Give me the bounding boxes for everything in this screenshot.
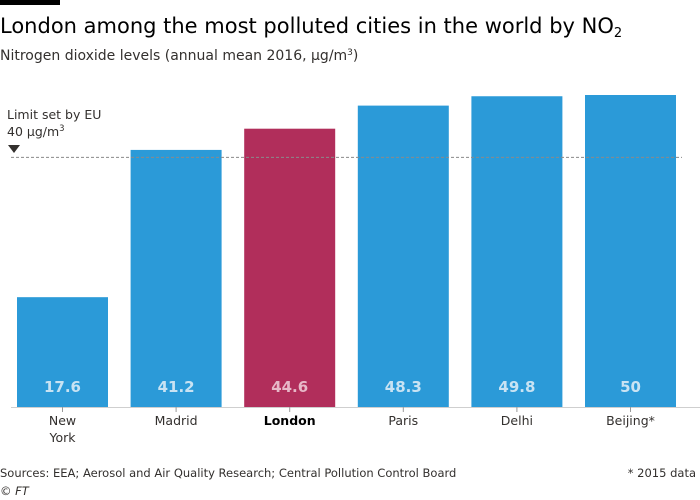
sources-note: Sources: EEA; Aerosol and Air Quality Re… (0, 466, 457, 480)
x-tick-label-5: Beijing* (606, 413, 655, 428)
data-label-1: 41.2 (158, 378, 195, 396)
top-rule (0, 0, 60, 5)
x-tick-label-4: Delhi (501, 413, 533, 428)
data-label-2: 44.6 (271, 378, 308, 396)
eu-limit-value-label: 40 µg/m3 (7, 124, 65, 139)
bar-2 (244, 128, 336, 408)
eu-limit-marker-icon (8, 145, 20, 153)
chart-title: London among the most polluted cities in… (0, 14, 623, 41)
data-year-note: * 2015 data (627, 466, 696, 480)
data-label-3: 48.3 (385, 378, 422, 396)
eu-limit-label: Limit set by EU (7, 107, 101, 122)
bar-5 (585, 95, 676, 407)
x-tick-label-0: New York (48, 413, 76, 445)
bar-1 (130, 149, 222, 408)
x-tick-label-1: Madrid (155, 413, 198, 428)
bar-3 (357, 105, 449, 407)
x-tick-label-2: London (264, 413, 316, 428)
data-label-0: 17.6 (44, 378, 81, 396)
bar-0 (17, 297, 108, 407)
ft-credit: © FT (0, 484, 29, 498)
chart-subtitle: Nitrogen dioxide levels (annual mean 201… (0, 48, 359, 64)
data-label-5: 50 (620, 378, 641, 396)
x-tick-label-3: Paris (388, 413, 418, 428)
data-label-4: 49.8 (498, 378, 535, 396)
bar-4 (471, 96, 563, 408)
